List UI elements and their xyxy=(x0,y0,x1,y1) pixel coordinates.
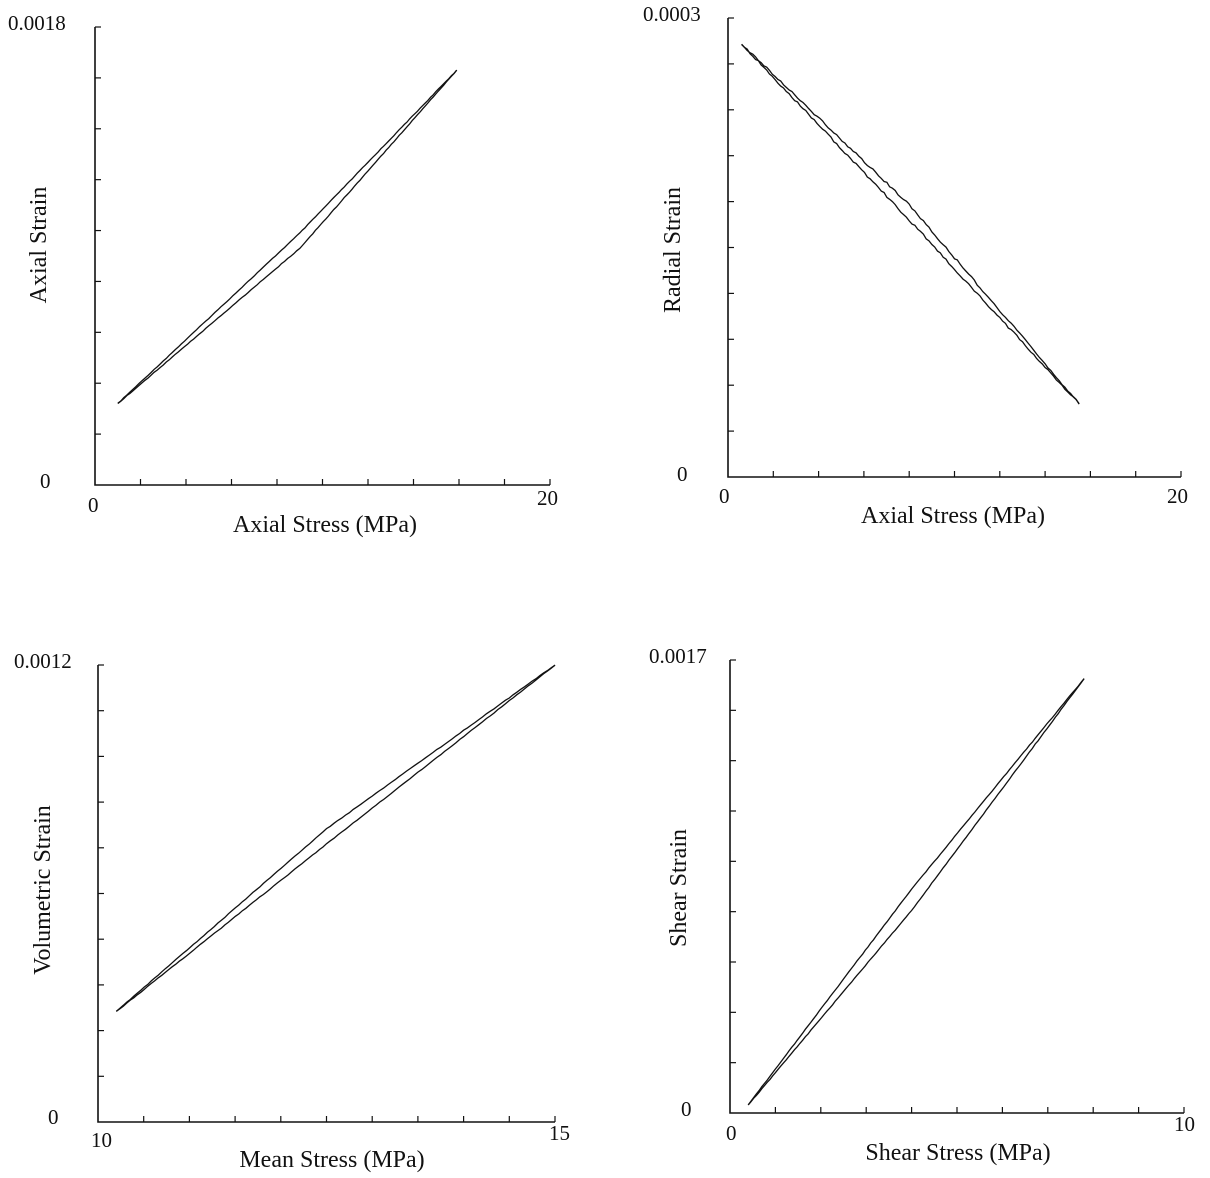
shear-strain-x-axis-title: Shear Stress (MPa) xyxy=(865,1140,1050,1166)
shear-strain-chart: 0.0017 0 0 10 Shear Stress (MPa) Shear S… xyxy=(649,644,1195,1166)
radial-strain-chart-axes xyxy=(727,18,1181,478)
axial-strain-y-max-label: 0.0018 xyxy=(8,11,66,35)
volumetric-strain-x-min-label: 10 xyxy=(91,1128,112,1152)
axial-strain-y-axis-title: Axial Strain xyxy=(26,187,52,304)
shear-strain-chart-ticks xyxy=(730,659,1185,1113)
axial-strain-x-max-label: 20 xyxy=(537,486,558,510)
volumetric-strain-x-max-label: 15 xyxy=(549,1121,570,1145)
radial-strain-loading-curve xyxy=(741,44,1080,404)
shear-strain-y-max-label: 0.0017 xyxy=(649,644,707,668)
volumetric-strain-y-max-label: 0.0012 xyxy=(14,649,72,673)
radial-strain-y-axis-title: Radial Strain xyxy=(660,187,686,313)
radial-strain-chart: 0.0003 0 0 20 Axial Stress (MPa) Radial … xyxy=(643,2,1188,529)
shear-strain-loading-curve xyxy=(747,678,1085,1106)
volumetric-strain-chart-ticks xyxy=(98,664,556,1122)
radial-strain-unloading-curve xyxy=(741,43,1080,405)
radial-strain-x-min-label: 0 xyxy=(719,484,730,508)
axial-strain-chart-ticks xyxy=(95,26,551,485)
axial-strain-chart-axes xyxy=(94,27,550,486)
shear-strain-y-axis-title: Shear Strain xyxy=(666,829,692,947)
axial-strain-unloading-curve xyxy=(117,69,458,405)
axial-strain-chart: 0.0018 0 0 20 Axial Stress (MPa) Axial S… xyxy=(8,11,558,538)
radial-strain-x-axis-title: Axial Stress (MPa) xyxy=(861,503,1045,529)
axial-strain-x-axis-title: Axial Stress (MPa) xyxy=(233,512,417,538)
shear-strain-unloading-curve xyxy=(747,678,1085,1106)
volumetric-strain-chart: 0.0012 0 10 15 Mean Stress (MPa) Volumet… xyxy=(14,649,570,1173)
volumetric-strain-unloading-curve xyxy=(115,664,556,1012)
axial-strain-x-min-label: 0 xyxy=(88,493,99,517)
radial-strain-x-max-label: 20 xyxy=(1167,484,1188,508)
axial-strain-y-min-label: 0 xyxy=(40,469,51,493)
volumetric-strain-loading-curve xyxy=(115,664,556,1012)
volumetric-strain-x-axis-title: Mean Stress (MPa) xyxy=(239,1147,424,1173)
volumetric-strain-y-axis-title: Volumetric Strain xyxy=(30,805,56,975)
shear-strain-y-min-label: 0 xyxy=(681,1097,692,1121)
radial-strain-y-max-label: 0.0003 xyxy=(643,2,701,26)
radial-strain-y-min-label: 0 xyxy=(677,462,688,486)
shear-strain-x-min-label: 0 xyxy=(726,1121,737,1145)
volumetric-strain-y-min-label: 0 xyxy=(48,1105,59,1129)
shear-strain-chart-axes xyxy=(729,660,1184,1114)
volumetric-strain-chart-axes xyxy=(97,665,555,1123)
axial-strain-loading-curve xyxy=(117,69,458,404)
shear-strain-x-max-label: 10 xyxy=(1174,1112,1195,1136)
radial-strain-chart-ticks xyxy=(728,17,1182,477)
